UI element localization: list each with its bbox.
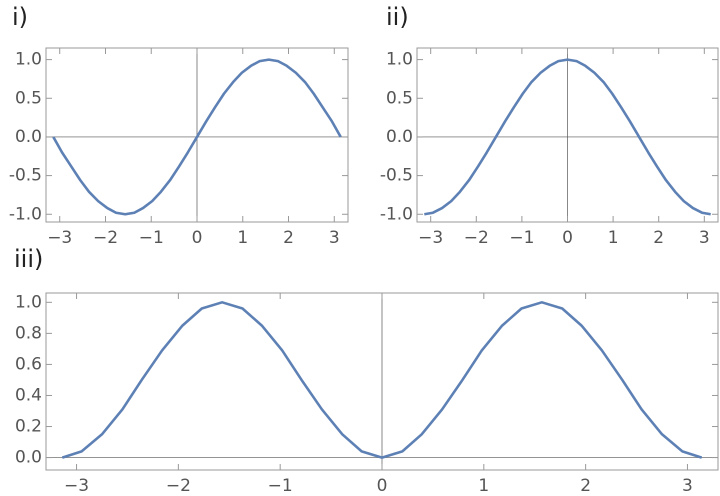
y-tick-label: 0.2 — [15, 417, 42, 437]
y-tick-label: 0.4 — [15, 385, 42, 405]
x-tick-label: −3 — [418, 228, 443, 248]
x-tick-label: 0 — [192, 228, 203, 248]
x-tick-label: −1 — [268, 476, 293, 496]
x-tick-label: −3 — [64, 476, 89, 496]
y-tick-label: -0.5 — [9, 166, 42, 186]
panel-title: iii) — [14, 245, 43, 273]
curve — [61, 301, 703, 459]
x-tick-label: 1 — [237, 228, 248, 248]
y-tick-label: 0.0 — [386, 127, 413, 147]
y-tick-label: 1.0 — [386, 50, 413, 70]
y-tick-label: 0.0 — [15, 448, 42, 468]
x-tick-label: 2 — [580, 476, 591, 496]
panel-title: i) — [12, 3, 28, 31]
curve — [424, 58, 711, 216]
x-tick-label: 0 — [377, 476, 388, 496]
panel-title: ii) — [386, 3, 409, 31]
y-tick-label: 0.0 — [15, 127, 42, 147]
y-tick-label: 0.8 — [15, 323, 42, 343]
y-tick-label: 0.5 — [386, 88, 413, 108]
x-tick-label: 1 — [478, 476, 489, 496]
x-tick-label: −2 — [166, 476, 191, 496]
x-tick-label: 1 — [608, 228, 619, 248]
x-tick-label: −3 — [47, 228, 72, 248]
x-tick-label: −1 — [139, 228, 164, 248]
x-tick-label: −2 — [93, 228, 118, 248]
y-tick-label: -1.0 — [9, 204, 42, 224]
curve — [52, 58, 342, 216]
x-tick-label: 3 — [329, 228, 340, 248]
x-tick-label: 0 — [562, 228, 573, 248]
y-tick-label: 0.5 — [15, 88, 42, 108]
x-tick-label: −2 — [464, 228, 489, 248]
y-tick-label: -1.0 — [380, 204, 413, 224]
y-tick-label: 1.0 — [15, 50, 42, 70]
x-tick-label: −1 — [509, 228, 534, 248]
y-tick-label: -0.5 — [380, 166, 413, 186]
x-tick-label: 3 — [699, 228, 710, 248]
x-tick-label: 3 — [682, 476, 693, 496]
x-tick-label: 2 — [283, 228, 294, 248]
y-tick-label: 1.0 — [15, 292, 42, 312]
y-tick-label: 0.6 — [15, 354, 42, 374]
x-tick-label: 2 — [653, 228, 664, 248]
